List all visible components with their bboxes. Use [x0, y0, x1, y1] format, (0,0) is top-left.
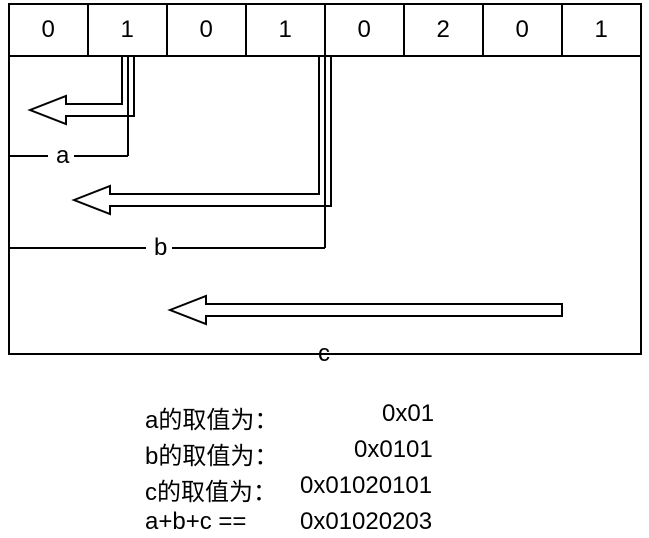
byte-cell-2: 0 [200, 16, 213, 44]
summary-value-1: 0x0101 [354, 436, 433, 464]
bracket-label-c: c [318, 340, 330, 368]
byte-cell-5: 2 [437, 16, 450, 44]
bracket-label-b: b [154, 234, 167, 262]
summary-value-3: 0x01020203 [300, 508, 432, 536]
diagram-svg [0, 0, 649, 538]
bracket-label-a: a [56, 142, 69, 170]
byte-cell-1: 1 [121, 16, 134, 44]
byte-cell-7: 1 [595, 16, 608, 44]
summary-label-1: b的取值为： [145, 436, 278, 471]
byte-cell-3: 1 [279, 16, 292, 44]
byte-cell-6: 0 [516, 16, 529, 44]
summary-value-0: 0x01 [382, 400, 434, 428]
memory-union-diagram: 0 1 0 1 0 2 0 1 a b c a的取值为： 0x01 b的取值为： 0x0101 c的取值为： 0… [0, 0, 649, 538]
summary-value-2: 0x01020101 [300, 472, 432, 500]
byte-cell-0: 0 [42, 16, 55, 44]
summary-label-3: a+b+c == [145, 508, 246, 536]
byte-cell-4: 0 [358, 16, 371, 44]
summary-label-2: c的取值为： [145, 472, 277, 507]
summary-label-0: a的取值为： [145, 400, 278, 435]
